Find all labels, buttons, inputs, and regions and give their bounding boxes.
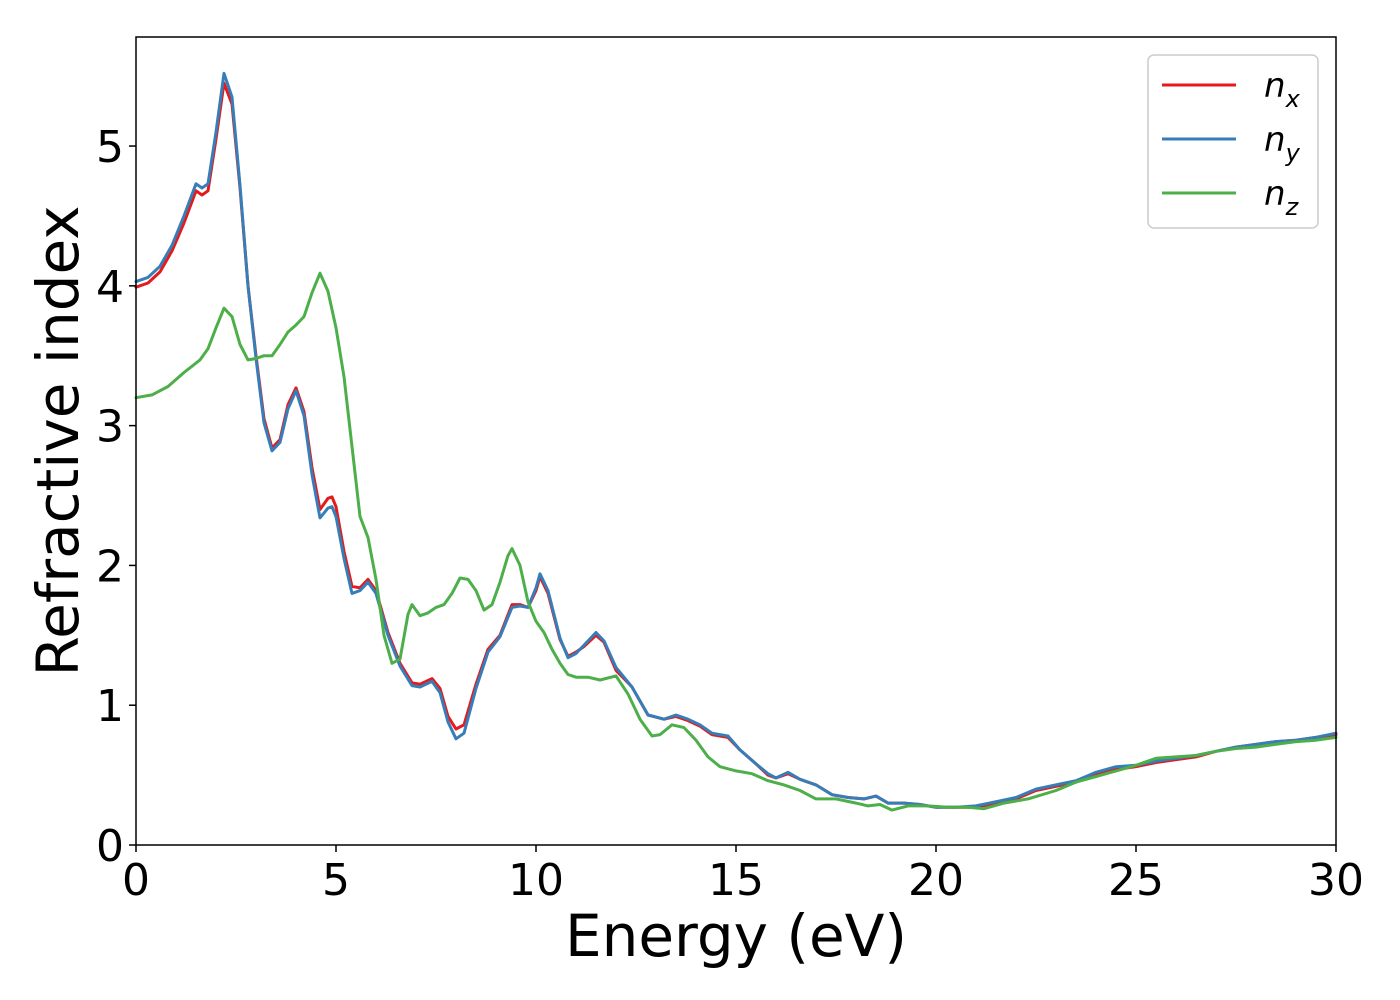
y-tick-label: 4 <box>96 262 124 313</box>
y-axis-label: Refractive index <box>24 205 92 676</box>
x-tick-label: 20 <box>908 855 964 906</box>
x-tick-label: 15 <box>708 855 764 906</box>
y-tick-label: 3 <box>96 402 124 453</box>
x-tick-label: 0 <box>122 855 150 906</box>
x-tick-label: 5 <box>322 855 350 906</box>
x-tick-label: 10 <box>508 855 564 906</box>
y-tick-label: 5 <box>96 122 124 173</box>
legend-box <box>1147 54 1319 229</box>
y-tick-label: 0 <box>96 821 124 872</box>
y-tick-label: 1 <box>96 681 124 732</box>
tick-layer: 0 5 10 15 20 25 30 0 1 2 3 4 5 <box>96 122 1364 906</box>
x-tick-label: 25 <box>1108 855 1164 906</box>
series-line-n-z <box>134 271 1338 812</box>
y-tick-label: 2 <box>96 541 124 592</box>
x-axis-label: Energy (eV) <box>565 902 907 970</box>
series-layer <box>134 71 1338 812</box>
series-line-n-y <box>134 71 1338 809</box>
x-tick-label: 30 <box>1308 855 1364 906</box>
